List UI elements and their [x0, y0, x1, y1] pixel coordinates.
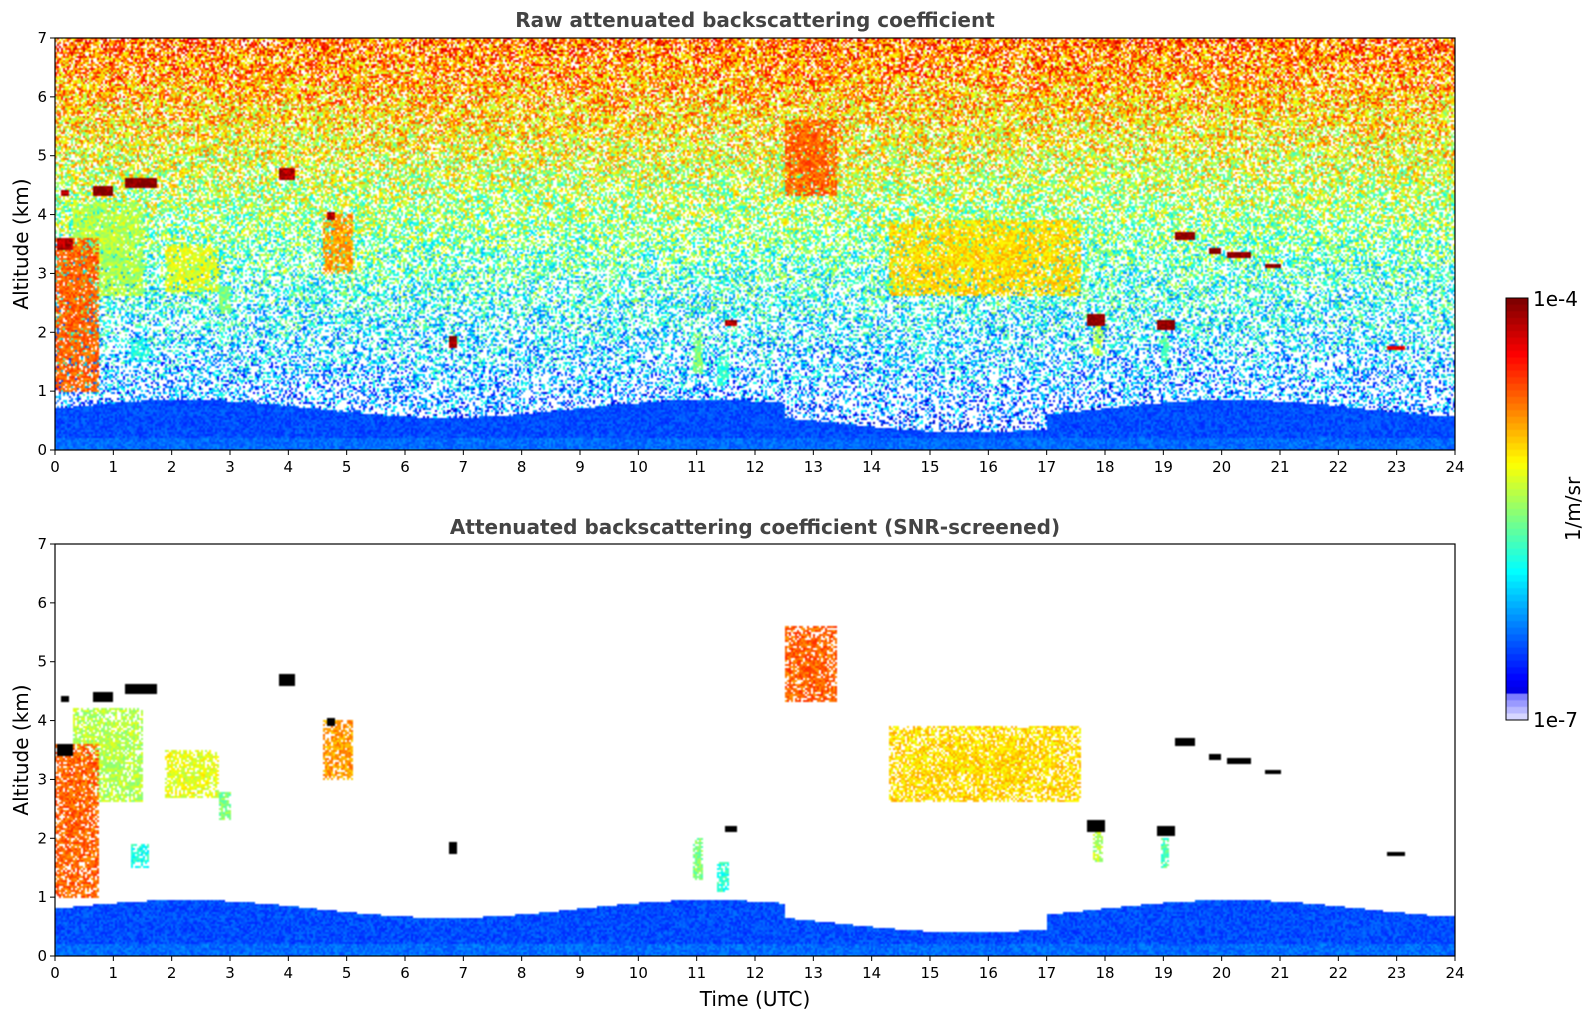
screened-y-tick-label: 4 [37, 712, 47, 730]
screened-y-tick-label: 6 [37, 594, 47, 612]
screened-x-tick-label: 17 [1037, 964, 1056, 982]
screened-x-tick-label: 8 [517, 964, 527, 982]
screened-x-tick-label: 2 [167, 964, 177, 982]
screened-y-tick-label: 3 [37, 770, 47, 788]
screened-x-tick-label: 4 [284, 964, 294, 982]
colorbar-frame [1505, 297, 1529, 721]
raw-x-tick-label: 24 [1445, 458, 1464, 476]
raw-x-tick-label: 7 [459, 458, 469, 476]
screened-backscatter-heatmap [55, 544, 1455, 956]
raw-x-tick-label: 3 [225, 458, 235, 476]
raw-x-tick-label: 16 [979, 458, 998, 476]
raw-x-tick-label: 22 [1329, 458, 1348, 476]
screened-x-tick-label: 3 [225, 964, 235, 982]
raw-y-tick-label: 7 [37, 29, 47, 47]
raw-x-tick-label: 1 [109, 458, 119, 476]
raw-x-tick-label: 8 [517, 458, 527, 476]
screened-x-tick-label: 23 [1387, 964, 1406, 982]
screened-x-tick-label: 13 [804, 964, 823, 982]
raw-x-tick-label: 13 [804, 458, 823, 476]
screened-y-tick-label: 7 [37, 535, 47, 553]
raw-y-tick-label: 0 [37, 441, 47, 459]
raw-x-tick-label: 21 [1270, 458, 1289, 476]
screened-x-tick-label: 0 [50, 964, 60, 982]
raw-x-tick-label: 19 [1154, 458, 1173, 476]
raw-x-tick-label: 10 [629, 458, 648, 476]
screened-x-axis: 0 1 2 3 4 5 6 7 8 9 10 11 12 13 14 15 16 17 18 19 20 21 22 23 24 [50, 956, 1465, 982]
screened-y-tick-label: 5 [37, 653, 47, 671]
raw-x-tick-label: 11 [687, 458, 706, 476]
screened-x-tick-label: 22 [1329, 964, 1348, 982]
raw-y-axis: 0 1 2 3 4 5 6 7 [37, 29, 55, 459]
raw-x-tick-label: 9 [575, 458, 585, 476]
raw-y-tick-label: 3 [37, 264, 47, 282]
panel-raw-title: Raw attenuated backscattering coefficien… [515, 8, 995, 32]
raw-backscatter-heatmap [55, 38, 1455, 450]
screened-x-tick-label: 19 [1154, 964, 1173, 982]
raw-y-tick-label: 1 [37, 382, 47, 400]
screened-y-tick-label: 1 [37, 888, 47, 906]
panel-screened-title: Attenuated backscattering coefficient (S… [450, 515, 1060, 539]
raw-y-tick-label: 5 [37, 147, 47, 165]
screened-x-tick-label: 7 [459, 964, 469, 982]
raw-x-tick-label: 5 [342, 458, 352, 476]
raw-x-tick-label: 0 [50, 458, 60, 476]
screened-x-tick-label: 20 [1212, 964, 1231, 982]
raw-x-tick-label: 18 [1095, 458, 1114, 476]
screened-y-tick-label: 0 [37, 947, 47, 965]
screened-x-tick-label: 6 [400, 964, 410, 982]
screened-x-tick-label: 10 [629, 964, 648, 982]
raw-x-tick-label: 20 [1212, 458, 1231, 476]
colorbar: 1e-4 1e-7 1/m/sr [1505, 287, 1585, 732]
screened-y-axis-label: Altitude (km) [9, 684, 33, 815]
screened-x-tick-label: 5 [342, 964, 352, 982]
screened-x-tick-label: 9 [575, 964, 585, 982]
raw-x-tick-label: 6 [400, 458, 410, 476]
screened-y-tick-label: 2 [37, 829, 47, 847]
screened-x-tick-label: 11 [687, 964, 706, 982]
screened-x-tick-label: 12 [745, 964, 764, 982]
raw-x-tick-label: 17 [1037, 458, 1056, 476]
raw-y-tick-label: 2 [37, 323, 47, 341]
screened-x-tick-label: 1 [109, 964, 119, 982]
screened-x-tick-label: 14 [862, 964, 881, 982]
raw-x-tick-label: 12 [745, 458, 764, 476]
panel-screened: Attenuated backscattering coefficient (S… [9, 515, 1465, 1011]
raw-x-tick-label: 23 [1387, 458, 1406, 476]
raw-y-axis-label: Altitude (km) [9, 178, 33, 309]
colorbar-gradient [1506, 298, 1528, 720]
screened-x-tick-label: 21 [1270, 964, 1289, 982]
raw-x-tick-label: 15 [920, 458, 939, 476]
raw-y-tick-label: 6 [37, 88, 47, 106]
screened-y-axis: 0 1 2 3 4 5 6 7 [37, 535, 55, 965]
raw-x-tick-label: 4 [284, 458, 294, 476]
panel-raw: Raw attenuated backscattering coefficien… [9, 8, 1465, 476]
screened-x-tick-label: 18 [1095, 964, 1114, 982]
colorbar-unit-label: 1/m/sr [1561, 476, 1585, 541]
colorbar-max-label: 1e-4 [1533, 287, 1578, 311]
raw-x-tick-label: 14 [862, 458, 881, 476]
screened-x-tick-label: 24 [1445, 964, 1464, 982]
screened-x-tick-label: 16 [979, 964, 998, 982]
raw-x-tick-label: 2 [167, 458, 177, 476]
raw-x-axis: 0 1 2 3 4 5 6 7 8 9 10 11 12 13 14 15 16 17 18 19 20 21 22 23 24 [50, 450, 1465, 476]
screened-x-tick-label: 15 [920, 964, 939, 982]
colorbar-min-label: 1e-7 [1533, 708, 1578, 732]
x-axis-label: Time (UTC) [699, 987, 811, 1011]
raw-y-tick-label: 4 [37, 206, 47, 224]
